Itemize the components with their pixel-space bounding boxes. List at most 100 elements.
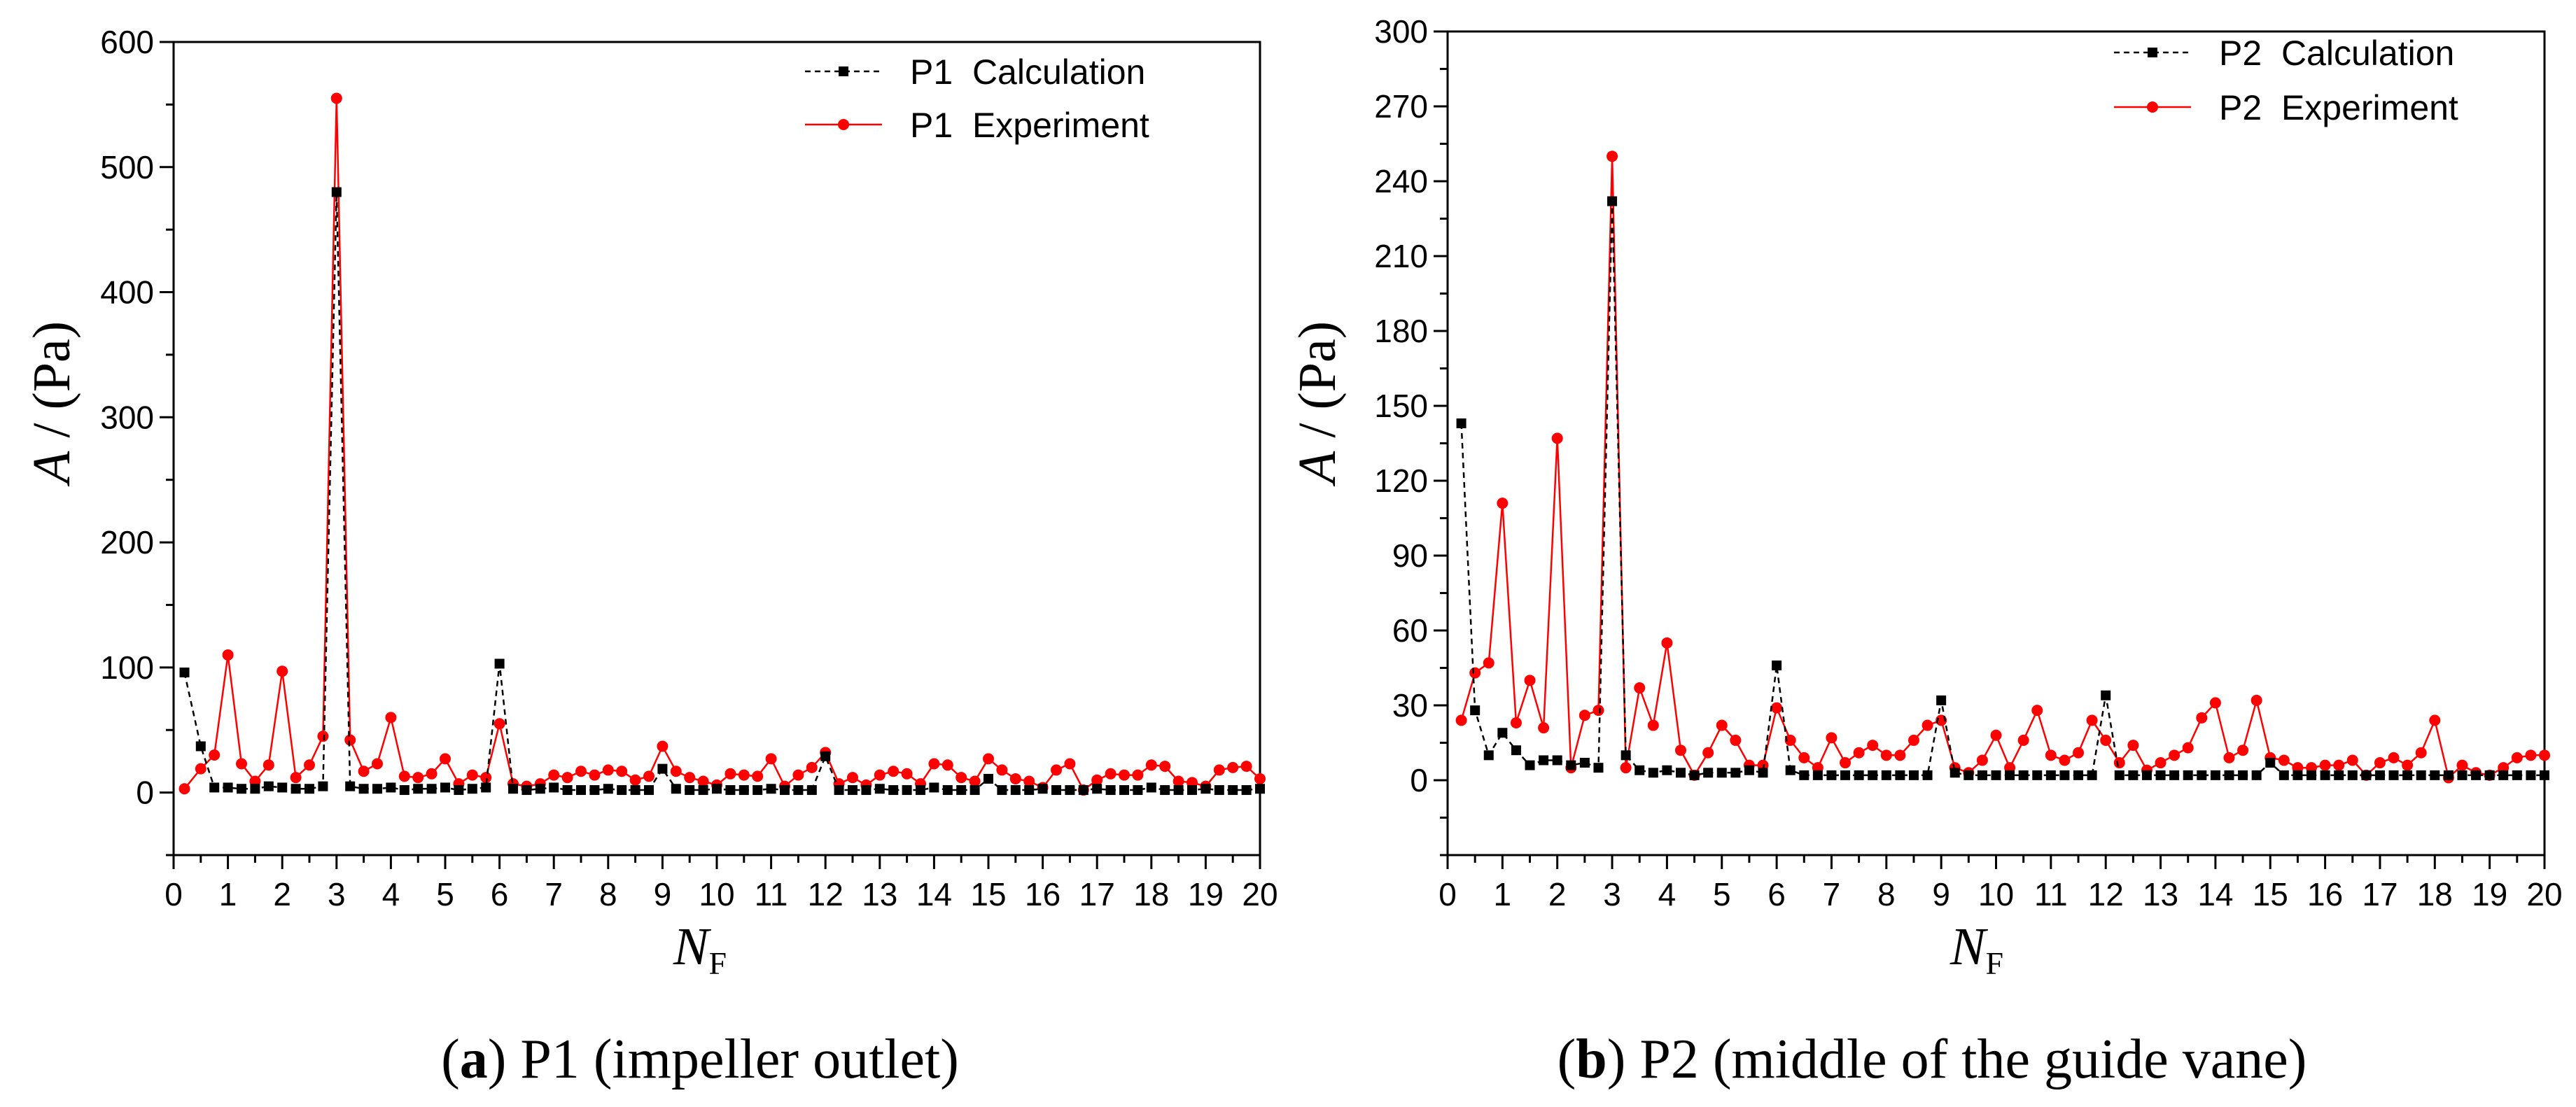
data-point-calculation bbox=[1922, 770, 1933, 780]
data-point-calculation bbox=[1977, 770, 1987, 780]
y-tick-label: 30 bbox=[1392, 687, 1428, 724]
data-point-experiment bbox=[440, 753, 451, 765]
figure-caption: (a) P1 (impeller outlet) bbox=[441, 1029, 959, 1090]
data-point-calculation bbox=[780, 785, 790, 796]
caption-letter: a bbox=[460, 1029, 488, 1090]
data-point-experiment bbox=[2209, 697, 2221, 709]
data-point-experiment bbox=[2346, 754, 2358, 766]
data-point-calculation bbox=[2402, 770, 2413, 780]
data-point-experiment bbox=[738, 769, 750, 781]
x-tick-label: 7 bbox=[545, 876, 563, 912]
series-line-experiment bbox=[183, 98, 1261, 791]
data-point-experiment bbox=[1907, 734, 1919, 746]
data-point-calculation bbox=[237, 784, 246, 794]
data-point-experiment bbox=[1524, 675, 1536, 686]
y-tick-label: 0 bbox=[136, 775, 154, 811]
data-point-experiment bbox=[1702, 747, 1714, 759]
data-point-experiment bbox=[548, 769, 560, 781]
data-point-calculation bbox=[467, 784, 477, 794]
data-point-calculation bbox=[1539, 755, 1549, 766]
data-point-calculation bbox=[1200, 784, 1211, 794]
data-point-calculation bbox=[685, 785, 695, 796]
data-point-experiment bbox=[493, 718, 505, 730]
data-point-experiment bbox=[317, 731, 329, 742]
data-point-experiment bbox=[304, 759, 315, 771]
data-point-experiment bbox=[2388, 752, 2400, 763]
y-tick-label: 60 bbox=[1392, 612, 1428, 649]
data-point-experiment bbox=[1730, 734, 1742, 746]
x-tick-label: 2 bbox=[273, 876, 291, 912]
data-point-calculation bbox=[426, 784, 437, 794]
data-point-calculation bbox=[440, 782, 450, 793]
data-point-calculation bbox=[1146, 782, 1156, 793]
data-point-calculation bbox=[195, 741, 206, 752]
series-line-calculation bbox=[183, 192, 1261, 791]
data-point-experiment bbox=[262, 759, 274, 771]
data-point-calculation bbox=[1826, 770, 1837, 780]
x-tick-label: 12 bbox=[2088, 876, 2124, 912]
data-point-experiment bbox=[1051, 764, 1062, 776]
data-point-experiment bbox=[2402, 759, 2414, 771]
y-tick-label: 90 bbox=[1392, 537, 1428, 574]
data-point-experiment bbox=[670, 766, 682, 777]
data-point-experiment bbox=[575, 766, 587, 777]
data-point-calculation bbox=[399, 785, 410, 796]
data-point-experiment bbox=[2113, 757, 2125, 769]
data-point-calculation bbox=[1799, 770, 1809, 780]
data-point-calculation bbox=[1716, 768, 1727, 778]
x-tick-label: 11 bbox=[2034, 876, 2068, 912]
data-point-calculation bbox=[1854, 770, 1864, 780]
data-point-calculation bbox=[1525, 760, 1535, 770]
data-point-calculation bbox=[345, 781, 356, 791]
data-point-experiment bbox=[1840, 757, 1851, 769]
legend-label: P1 Calculation bbox=[910, 52, 1145, 92]
legend-marker-circle bbox=[838, 119, 849, 130]
data-point-experiment bbox=[792, 769, 804, 781]
data-point-experiment bbox=[724, 768, 736, 780]
data-point-calculation bbox=[1255, 784, 1265, 794]
y-tick-label: 400 bbox=[100, 274, 154, 311]
data-point-experiment bbox=[589, 769, 601, 781]
data-point-calculation bbox=[1214, 785, 1224, 796]
data-point-calculation bbox=[1675, 768, 1686, 778]
data-point-experiment bbox=[2155, 757, 2166, 769]
x-tick-label: 3 bbox=[328, 876, 346, 912]
data-point-experiment bbox=[1894, 749, 1906, 761]
data-point-experiment bbox=[752, 770, 764, 782]
data-point-calculation bbox=[562, 785, 573, 796]
x-tick-label: 20 bbox=[1242, 876, 1278, 912]
data-point-experiment bbox=[195, 763, 206, 775]
data-point-experiment bbox=[969, 775, 981, 787]
y-tick-label: 120 bbox=[1374, 463, 1428, 499]
data-point-experiment bbox=[561, 772, 573, 784]
data-point-calculation bbox=[752, 785, 763, 796]
y-tick-label: 200 bbox=[100, 524, 154, 560]
data-point-experiment bbox=[2045, 749, 2057, 761]
x-tick-label: 2 bbox=[1548, 876, 1567, 912]
y-axis-unit: / (Pa) bbox=[1288, 321, 1347, 451]
data-point-calculation bbox=[1648, 768, 1658, 778]
data-point-calculation bbox=[671, 784, 681, 794]
data-point-calculation bbox=[725, 785, 736, 796]
data-point-calculation bbox=[1881, 770, 1891, 780]
data-point-experiment bbox=[1976, 754, 1988, 766]
data-point-experiment bbox=[1009, 773, 1021, 784]
data-point-calculation bbox=[1812, 770, 1823, 780]
legend-marker-circle bbox=[2147, 101, 2158, 113]
caption-text: P1 (impeller outlet) bbox=[520, 1029, 959, 1090]
data-point-calculation bbox=[1065, 785, 1075, 796]
x-tick-label: 5 bbox=[436, 876, 454, 912]
data-point-experiment bbox=[1132, 769, 1144, 781]
data-point-calculation bbox=[331, 187, 342, 197]
x-tick-label: 4 bbox=[382, 876, 400, 912]
data-point-calculation bbox=[2155, 770, 2166, 780]
data-point-calculation bbox=[2306, 770, 2317, 780]
data-point-calculation bbox=[916, 785, 925, 796]
svg-text:A / (Pa): A / (Pa) bbox=[22, 321, 81, 487]
x-tick-label: 19 bbox=[2472, 876, 2507, 912]
x-tick-label: 15 bbox=[970, 876, 1006, 912]
x-tick-label: 6 bbox=[491, 876, 509, 912]
data-point-calculation bbox=[617, 785, 627, 796]
data-point-calculation bbox=[956, 785, 967, 796]
